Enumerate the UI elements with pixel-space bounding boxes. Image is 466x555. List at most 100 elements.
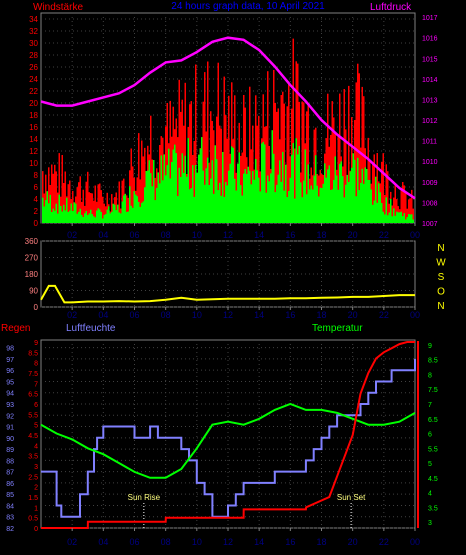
temperature-tick-label: 3.5 xyxy=(428,505,438,512)
gust-bar xyxy=(219,125,221,223)
humidity-tick-label: 88 xyxy=(6,458,14,465)
gust-bar xyxy=(132,166,134,223)
wind-bar xyxy=(411,214,413,223)
gust-bar xyxy=(51,164,53,223)
wind-bar xyxy=(168,148,170,223)
wind-bar xyxy=(385,197,387,223)
gust-bar xyxy=(52,173,54,223)
x-tick-label: 18 xyxy=(316,230,326,240)
gust-bar xyxy=(100,190,102,223)
gust-bar xyxy=(189,104,191,223)
gust-bar xyxy=(54,164,56,223)
wind-bar xyxy=(211,160,213,223)
wind-bar xyxy=(183,173,185,223)
gust-bar xyxy=(330,135,332,223)
gust-bar xyxy=(79,176,81,223)
wind-bar xyxy=(93,216,95,223)
wind-bar xyxy=(169,178,171,223)
wind-bar xyxy=(325,177,327,223)
x-tick-label: 04 xyxy=(98,230,108,240)
x-tick-label: 16 xyxy=(285,310,295,320)
x-tick-label: 14 xyxy=(254,537,264,547)
wind-bar xyxy=(76,213,78,223)
wind-bar xyxy=(201,137,203,223)
wind-bar xyxy=(136,196,138,223)
wind-bar xyxy=(100,211,102,223)
x-tick-label: 00 xyxy=(410,310,420,320)
wind-bar xyxy=(375,176,377,223)
wind-bar xyxy=(64,210,66,223)
direction-ticks: 0 90 180 270 360 xyxy=(25,237,39,312)
wind-bar xyxy=(57,213,59,223)
wind-bar xyxy=(318,196,320,223)
gust-bar xyxy=(348,85,350,224)
x-tick-label: 14 xyxy=(254,310,264,320)
wind-bar xyxy=(49,194,51,223)
x-tick-label: 02 xyxy=(67,230,77,240)
wind-bar xyxy=(214,145,216,223)
gust-bar xyxy=(265,126,267,223)
wind-bar xyxy=(289,177,291,223)
temperature-tick-label: 9 xyxy=(428,343,432,350)
wind-bar xyxy=(363,183,365,223)
gust-bar xyxy=(228,95,230,223)
wind-bar xyxy=(97,208,99,223)
gust-bar xyxy=(220,128,222,223)
wind-bar xyxy=(55,203,57,223)
gust-bar xyxy=(274,102,276,223)
wind-bar xyxy=(216,159,218,223)
gust-bar xyxy=(280,95,282,223)
gust-bar xyxy=(144,147,146,223)
temperature-tick-label: 5.5 xyxy=(428,446,438,453)
wind-bar xyxy=(316,185,318,223)
gust-bar xyxy=(373,154,375,223)
wind-bar xyxy=(130,205,132,223)
wind-tick-label: 0 xyxy=(34,219,39,228)
gust-bar xyxy=(213,130,215,223)
wind-bar xyxy=(270,173,272,223)
wind-bar xyxy=(102,218,104,223)
wind-bar xyxy=(394,215,396,223)
wind-bar xyxy=(165,175,167,223)
gust-bar xyxy=(150,115,152,223)
gust-bar xyxy=(210,111,212,223)
wind-bar xyxy=(348,182,350,223)
x-tick-label: 22 xyxy=(379,537,389,547)
gust-bar xyxy=(99,183,101,223)
wind-bar xyxy=(384,214,386,223)
rain-axis-label: Regen xyxy=(1,323,30,334)
gust-bar xyxy=(345,129,347,223)
gust-bar xyxy=(273,70,275,223)
wind-bar xyxy=(286,197,288,223)
wind-bar xyxy=(147,170,149,223)
wind-bar xyxy=(133,191,135,223)
rain-tick-label: 7.5 xyxy=(28,371,38,378)
gust-bar xyxy=(301,101,303,223)
wind-bar xyxy=(343,197,345,223)
gust-bar xyxy=(400,188,402,223)
wind-bar xyxy=(247,166,249,223)
wind-bar xyxy=(73,202,75,223)
gust-bar xyxy=(195,64,197,223)
direction-tick-label: 270 xyxy=(25,254,39,263)
rain-tick-label: 0 xyxy=(34,526,38,533)
gust-bar xyxy=(190,101,192,223)
gust-bar xyxy=(223,76,225,223)
wind-bar xyxy=(349,171,351,223)
wind-tick-label: 28 xyxy=(29,51,38,60)
wind-bar xyxy=(162,180,164,223)
wind-bar xyxy=(390,199,392,223)
wind-bar xyxy=(258,177,260,223)
gust-bar xyxy=(333,117,335,223)
wind-bar xyxy=(225,181,227,223)
gust-bar xyxy=(381,161,383,223)
wind-bar xyxy=(285,164,287,223)
wind-tick-label: 22 xyxy=(29,87,38,96)
x-tick-label: 08 xyxy=(161,537,171,547)
gust-bar xyxy=(355,82,357,224)
pressure-tick-label: 1013 xyxy=(422,97,438,104)
wind-bar xyxy=(315,155,317,223)
gust-bar xyxy=(276,111,278,223)
wind-bar xyxy=(198,154,200,223)
